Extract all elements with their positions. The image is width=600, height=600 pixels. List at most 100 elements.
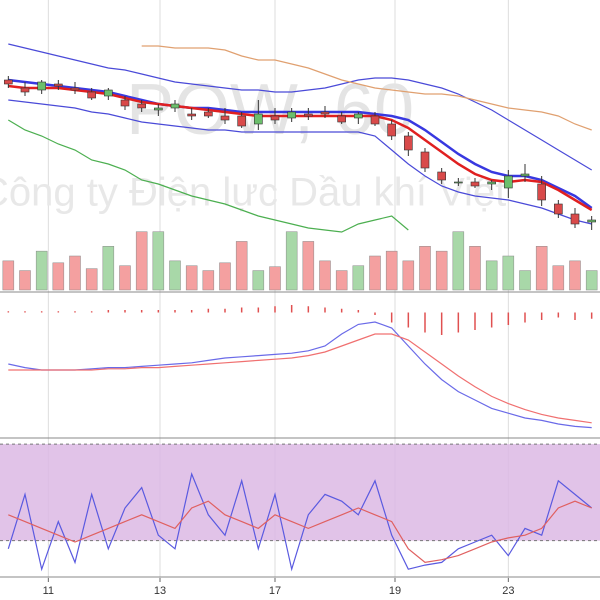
bar xyxy=(285,231,298,291)
bar xyxy=(219,262,231,291)
bar xyxy=(402,260,415,291)
bar xyxy=(124,310,126,313)
bar xyxy=(374,312,376,315)
series-line xyxy=(8,43,593,171)
bar xyxy=(502,255,515,291)
bar xyxy=(102,246,115,291)
bar xyxy=(485,260,498,291)
bar xyxy=(135,231,148,291)
bar xyxy=(474,312,476,330)
candle-body xyxy=(420,151,430,169)
series-line xyxy=(141,45,592,131)
candle-body xyxy=(537,183,546,201)
x-tick-label: 19 xyxy=(389,585,401,597)
candle-body xyxy=(570,213,580,225)
x-tick-label: 17 xyxy=(269,585,281,597)
bar xyxy=(274,306,276,313)
bar xyxy=(569,260,581,291)
bar xyxy=(524,312,526,323)
watermark: POW, 60 xyxy=(126,70,414,150)
candle-body xyxy=(304,113,313,117)
bar xyxy=(174,310,176,313)
bar xyxy=(140,310,143,313)
candle-body xyxy=(254,113,263,125)
bar xyxy=(107,310,110,313)
candle-body xyxy=(404,135,413,151)
candle-body xyxy=(87,91,96,99)
x-tick-label: 11 xyxy=(43,585,54,597)
bar xyxy=(69,255,81,291)
candle-body xyxy=(4,79,13,85)
bar xyxy=(224,308,226,313)
candle-body xyxy=(104,89,113,97)
bar xyxy=(290,305,293,313)
bar xyxy=(357,310,360,313)
bar xyxy=(469,246,481,291)
bar xyxy=(585,270,598,291)
bar xyxy=(324,307,326,313)
bar xyxy=(119,265,131,291)
bar xyxy=(424,312,426,333)
bar xyxy=(35,250,48,291)
bar xyxy=(269,266,281,291)
candle-body xyxy=(154,107,163,111)
candle-body xyxy=(470,181,480,187)
bar xyxy=(590,312,593,319)
bar xyxy=(457,312,460,333)
bar xyxy=(440,312,443,335)
bar xyxy=(369,255,381,291)
candle-body xyxy=(120,99,130,107)
bar xyxy=(24,311,26,313)
bar xyxy=(240,307,243,313)
bar xyxy=(202,270,215,291)
bar xyxy=(319,260,331,291)
bar xyxy=(235,241,248,291)
series-line xyxy=(7,119,409,233)
band xyxy=(0,444,600,541)
bar xyxy=(302,241,315,291)
bar xyxy=(2,260,15,291)
bar xyxy=(557,312,560,318)
watermark-subtitle: Công ty Điện lực Dầu khí Việt xyxy=(0,171,506,215)
bar xyxy=(352,265,365,291)
bar xyxy=(74,311,76,313)
candle-body xyxy=(520,173,530,177)
candle-body xyxy=(237,115,246,127)
candle-body xyxy=(354,113,363,119)
bar xyxy=(385,250,398,291)
bar xyxy=(390,312,393,323)
candle-body xyxy=(70,87,80,91)
candle-body xyxy=(137,103,146,109)
x-tick-label: 23 xyxy=(502,585,514,597)
bar xyxy=(407,312,410,328)
candle-body xyxy=(504,175,513,189)
candle-body xyxy=(320,111,330,115)
bar xyxy=(207,308,210,313)
series-line xyxy=(8,99,592,225)
bar xyxy=(190,310,193,313)
bar xyxy=(85,268,98,291)
bar xyxy=(574,312,576,320)
candle-body xyxy=(187,113,196,117)
candle-body xyxy=(37,81,46,91)
bar xyxy=(519,270,531,291)
bar xyxy=(335,270,348,291)
bar xyxy=(540,312,543,320)
bar xyxy=(452,231,465,291)
bar xyxy=(152,231,165,291)
bar xyxy=(340,308,343,313)
candle-body xyxy=(554,203,563,215)
bar xyxy=(307,306,310,313)
bar xyxy=(252,270,265,291)
bar xyxy=(7,311,10,313)
series-line xyxy=(8,333,592,424)
bar xyxy=(40,311,43,313)
bar xyxy=(185,265,198,291)
bar xyxy=(552,265,565,291)
candle-body xyxy=(387,123,396,137)
bar xyxy=(435,250,448,291)
bar xyxy=(507,312,510,325)
candle-body xyxy=(20,87,30,93)
